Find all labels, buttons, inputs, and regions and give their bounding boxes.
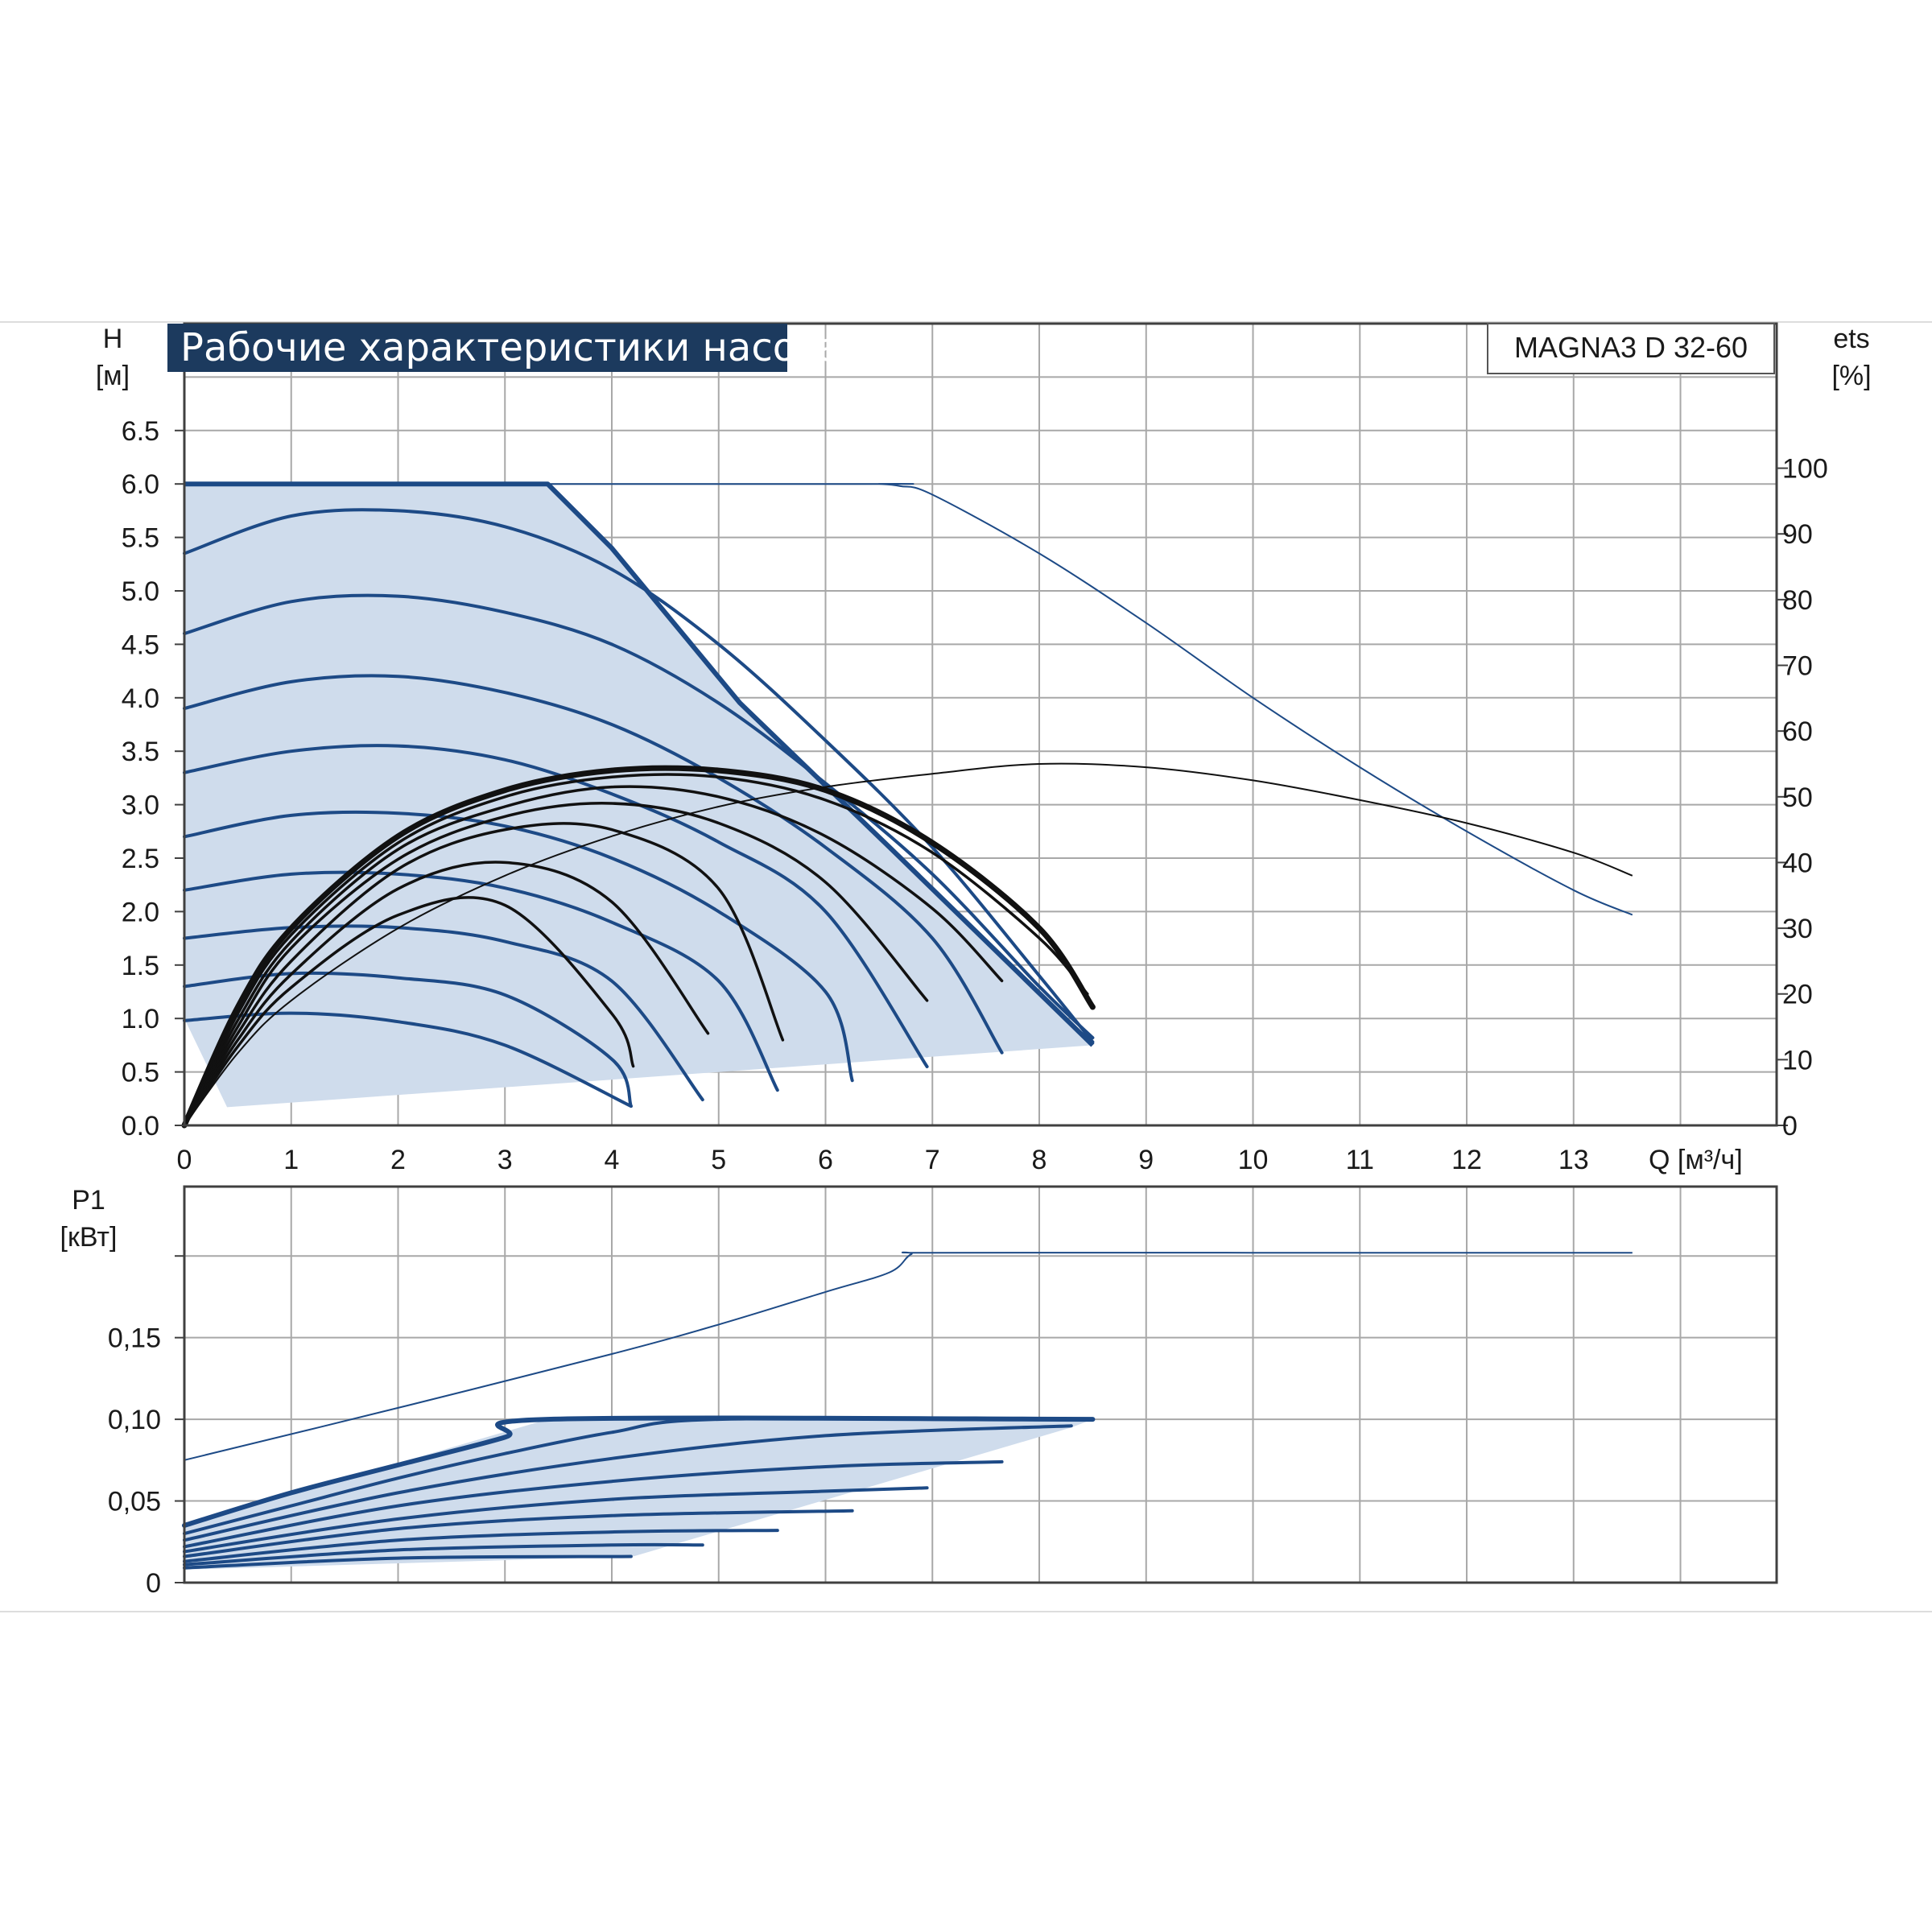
power-curve-7 [183,1529,779,1563]
efficiency-tick-label: 80 [1782,585,1813,616]
x-tick-label: 9 [1138,1145,1154,1175]
x-tick-label: 0 [177,1145,192,1175]
head-tick-label: 1.0 [122,1004,159,1034]
efficiency-tick-label: 30 [1782,914,1813,944]
efficiency-tick-label: 0 [1782,1111,1798,1141]
power-curve-2 [183,1416,1095,1536]
curve-layer [181,481,1633,1570]
head-tick-label: 4.0 [122,683,159,714]
head-axis-symbol: H [103,324,123,354]
x-tick-label: 8 [1032,1145,1047,1175]
head-curve-6 [183,870,779,1092]
x-tick-label: 3 [497,1145,513,1175]
x-tick-label: 4 [605,1145,620,1175]
head-tick-label: 1.5 [122,951,159,981]
power-curve-5 [183,1486,929,1554]
efficiency-max-curve [184,762,1633,1126]
efficiency-axis-unit: [%] [1831,361,1871,391]
power-plot-frame [183,1185,1778,1584]
head-tick-label: 5.5 [122,523,159,554]
x-tick-label: 10 [1238,1145,1269,1175]
head-curve-8 [183,971,633,1108]
efficiency-curve-5 [183,822,785,1127]
head-curve-4 [183,744,929,1068]
efficiency-tick-label: 10 [1782,1045,1813,1075]
power-tick-label: 0,05 [108,1487,161,1517]
efficiency-tick-label: 20 [1782,980,1813,1010]
power-curve-9 [183,1554,633,1570]
chart-title-box [167,324,787,372]
head-tick-label: 6.5 [122,416,159,447]
x-tick-label: 11 [1346,1145,1374,1175]
efficiency-curve-3 [183,785,1004,1127]
head-curve-7 [183,924,704,1102]
x-tick-label: 13 [1558,1145,1589,1175]
power-curve-6 [183,1509,854,1558]
head-curve-2 [183,593,1095,1040]
power-curve-8 [183,1542,704,1567]
head-axis-unit: [м] [96,361,130,391]
flow-axis-label: Q [м³/ч] [1649,1145,1743,1175]
head-tick-label: 6.0 [122,469,159,500]
x-tick-label: 5 [711,1145,726,1175]
operating-range-layer [184,484,1093,1570]
head-tick-label: 2.0 [122,897,159,927]
label-layer: H [м] ets [%] Q [м³/ч] P1 [кВт] Рабочие … [60,323,1872,1599]
efficiency-curve-4 [183,802,929,1127]
power-tick-label: 0,10 [108,1405,161,1435]
power-axis-unit: [кВт] [60,1222,118,1253]
head-tick-label: 0.0 [122,1111,159,1141]
head-tick-label: 3.5 [122,737,159,767]
head-curve-1 [183,508,1095,1044]
efficiency-curve-7 [183,896,635,1127]
head-curve-9 [183,1011,633,1108]
model-label: MAGNA3 D 32-60 [1514,331,1748,364]
efficiency-curve-1 [181,765,1096,1129]
head-tick-label: 4.5 [122,630,159,660]
efficiency-tick-label: 70 [1782,651,1813,682]
power-tick-label: 0 [146,1568,161,1599]
head-tick-label: 0.5 [122,1058,159,1088]
frame-layer [183,322,1778,1584]
power-axis-symbol: P1 [72,1185,105,1216]
x-tick-label: 12 [1451,1145,1482,1175]
efficiency-tick-label: 90 [1782,519,1813,550]
head-curve-5 [183,810,854,1083]
power-max-curve [184,1251,1633,1461]
efficiency-curve-2 [183,773,1089,1127]
power-operating-range [184,1419,1093,1570]
head-plot-frame [183,322,1778,1127]
efficiency-curve-6 [183,861,710,1127]
model-label-box [1487,323,1775,374]
head-tick-label: 3.0 [122,791,159,821]
efficiency-tick-label: 40 [1782,848,1813,878]
x-tick-label: 6 [818,1145,833,1175]
efficiency-axis-symbol: ets [1833,324,1869,354]
chart-title: Рабочие характеристики насоса [180,325,841,370]
efficiency-tick-label: 60 [1782,716,1813,747]
power-tick-label: 0,15 [108,1323,161,1354]
efficiency-tick-label: 100 [1782,454,1828,485]
head-tick-label: 5.0 [122,576,159,607]
x-tick-label: 1 [283,1145,299,1175]
efficiency-tick-label: 50 [1782,782,1813,813]
background-layer [0,321,1932,1612]
head-operating-range [184,484,1093,1108]
head-tick-label: 2.5 [122,844,159,874]
head-max-curve [184,483,1633,916]
x-tick-label: 2 [390,1145,406,1175]
x-tick-label: 7 [925,1145,940,1175]
head-curve-3 [183,674,1004,1055]
power-curve-3 [183,1424,1073,1542]
power-curve-4 [183,1459,1004,1549]
